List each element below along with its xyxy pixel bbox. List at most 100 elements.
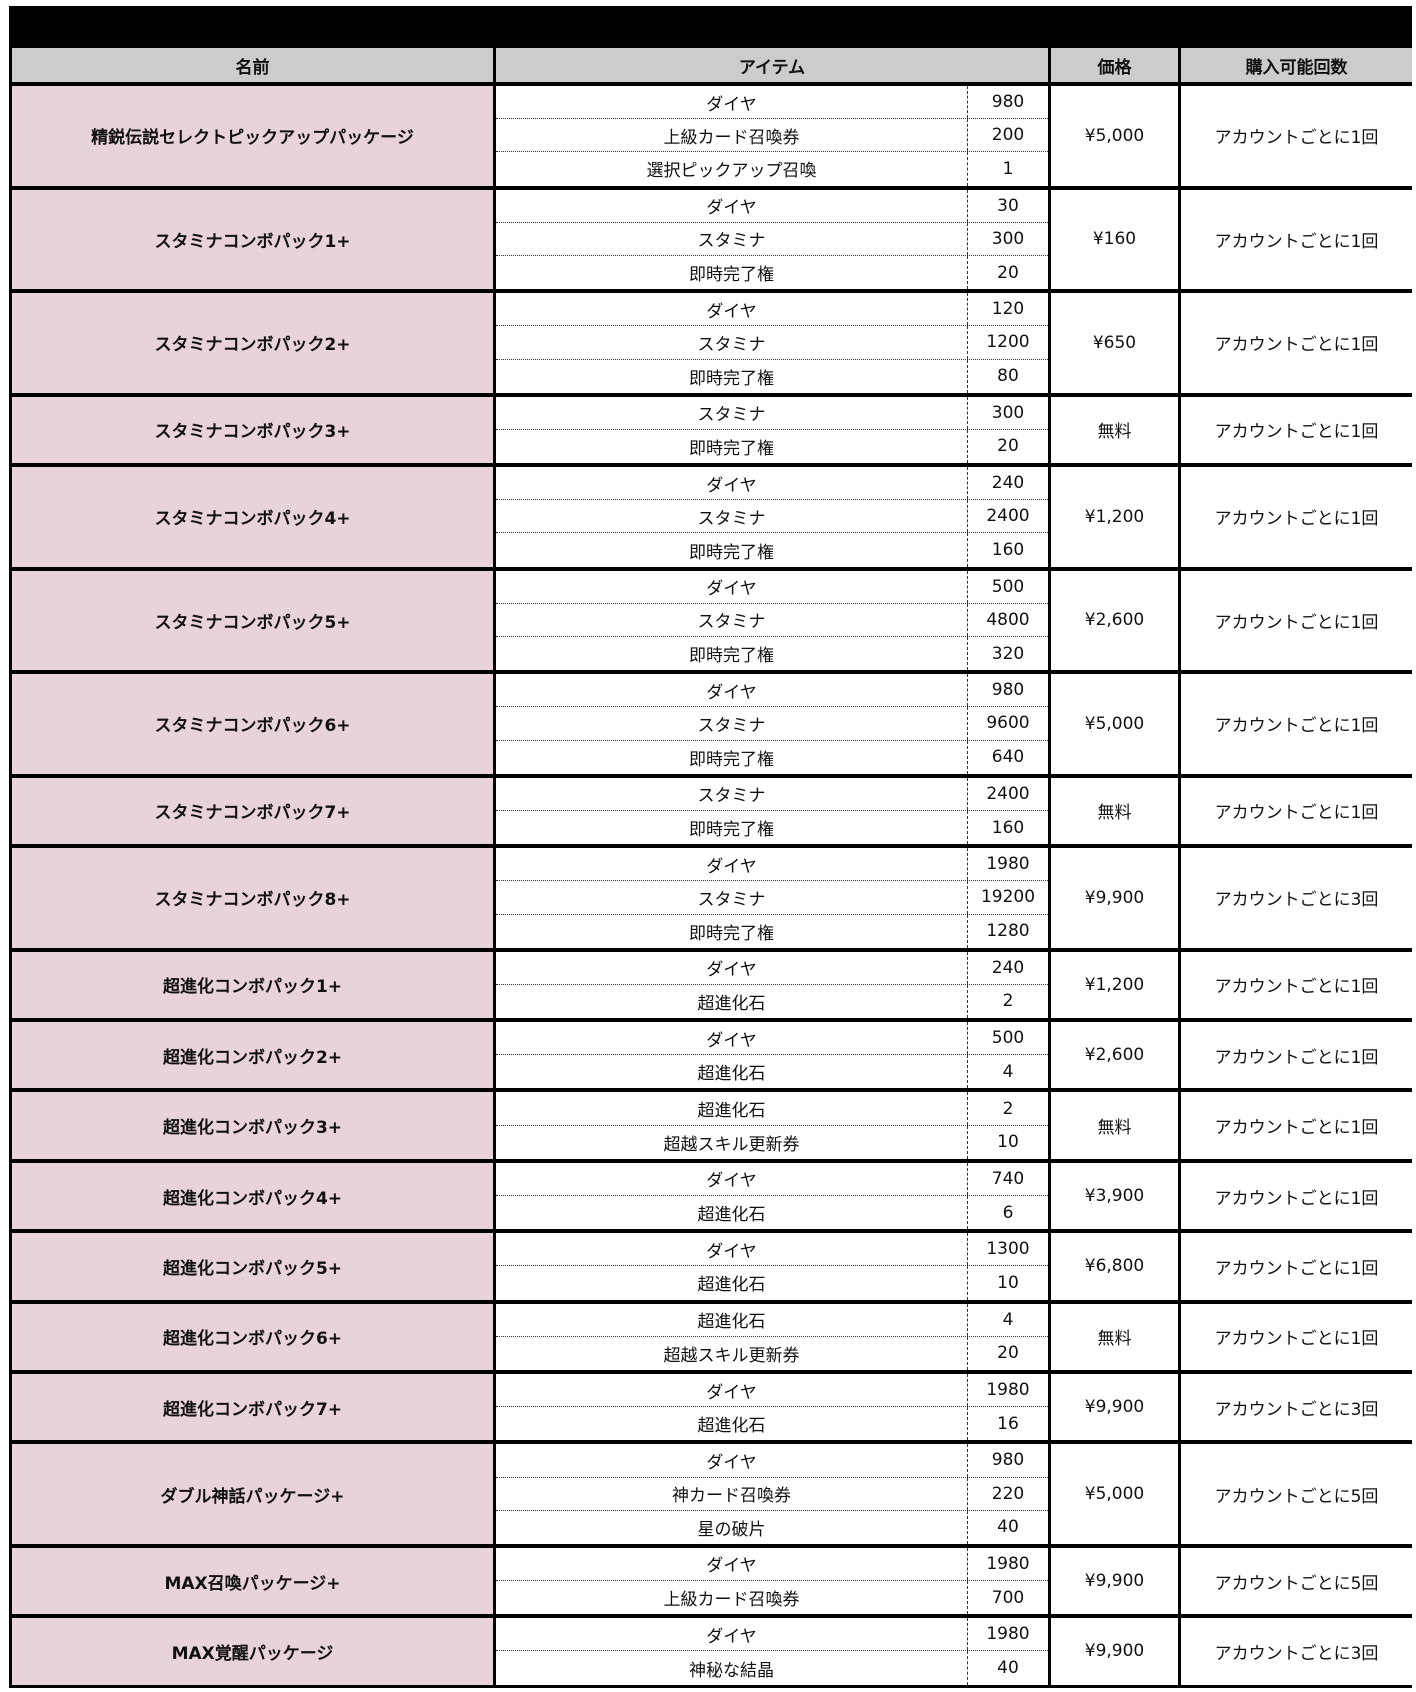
item-quantity: 1300 [967, 1233, 1048, 1266]
item-list: ダイヤ 120 スタミナ 1200 即時完了権 80 [496, 293, 1048, 393]
table-row: MAX覚醒パッケージ ダイヤ 1980 神秘な結晶 40 ¥9,900 アカウントごとに3回 [12, 1618, 1412, 1685]
item-name: 超進化石 [697, 1064, 766, 1085]
package-price: ¥5,000 [1051, 674, 1178, 774]
item-list: ダイヤ 1300 超進化石 10 [496, 1233, 1048, 1300]
item-quantity: 20 [967, 429, 1048, 464]
purchase-limit: アカウントごとに1回 [1181, 293, 1412, 393]
purchase-limit: アカウントごとに5回 [1181, 1444, 1412, 1544]
item-row: 超進化石 4 [496, 1303, 1048, 1337]
table-row: 超進化コンボパック4+ ダイヤ 740 超進化石 6 ¥3,900 アカウントごとに1回 [12, 1162, 1412, 1230]
item-quantity: 20 [967, 1336, 1048, 1370]
package-name: 超進化コンボパック7+ [12, 1373, 493, 1441]
item-quantity: 640 [967, 740, 1048, 774]
item-row: 超進化石 2 [496, 1092, 1048, 1126]
item-quantity: 300 [967, 222, 1048, 255]
item-quantity: 4 [967, 1303, 1048, 1336]
item-row: 超進化石 2 [496, 984, 1048, 1019]
item-name: 超進化石 [697, 1205, 766, 1226]
item-name: ダイヤ [706, 198, 757, 219]
package-name: 超進化コンボパック5+ [12, 1233, 493, 1300]
package-price: ¥1,200 [1051, 467, 1178, 567]
item-name: 神秘な結晶 [689, 1660, 774, 1681]
item-row: 即時完了権 1280 [496, 914, 1048, 948]
package-name: MAX覚醒パッケージ [12, 1618, 493, 1685]
table-row: 超進化コンボパック5+ ダイヤ 1300 超進化石 10 ¥6,800 アカウントごとに1回 [12, 1233, 1412, 1300]
package-name: スタミナコンボパック2+ [12, 293, 493, 393]
item-quantity: 30 [967, 189, 1048, 222]
table-row: 超進化コンボパック2+ ダイヤ 500 超進化石 4 ¥2,600 アカウントごとに1回 [12, 1022, 1412, 1089]
table-row: スタミナコンボパック3+ スタミナ 300 即時完了権 20 無料 アカウントごとに1回 [12, 396, 1412, 464]
package-price: ¥2,600 [1051, 570, 1178, 671]
item-list: ダイヤ 30 スタミナ 300 即時完了権 20 [496, 189, 1048, 290]
item-row: 上級カード召喚券 200 [496, 119, 1048, 153]
item-row: ダイヤ 980 [496, 1444, 1048, 1478]
item-list: 超進化石 4 超越スキル更新券 20 [496, 1303, 1048, 1370]
item-row: ダイヤ 500 [496, 570, 1048, 604]
item-quantity: 1280 [967, 914, 1048, 948]
item-quantity: 1200 [967, 326, 1048, 359]
item-name: 超越スキル更新券 [663, 1134, 800, 1155]
table-row: MAX召喚パッケージ+ ダイヤ 1980 上級カード召喚券 700 ¥9,900 アカウント… [12, 1547, 1412, 1615]
package-name: 超進化コンボパック3+ [12, 1092, 493, 1159]
header-row: 名前 アイテム 価格 購入可能回数 [12, 48, 1412, 82]
item-list: ダイヤ 500 スタミナ 4800 即時完了権 320 [496, 570, 1048, 671]
item-name: スタミナ [697, 405, 766, 426]
item-name: ダイヤ [706, 1382, 757, 1403]
item-name: ダイヤ [706, 1171, 757, 1192]
item-name: ダイヤ [706, 1626, 757, 1647]
item-name: 即時完了権 [689, 749, 774, 770]
purchase-limit: アカウントごとに1回 [1181, 86, 1412, 186]
item-quantity: 120 [967, 293, 1048, 326]
purchase-limit: アカウントごとに1回 [1181, 570, 1412, 671]
item-row: ダイヤ 120 [496, 293, 1048, 327]
item-name: ダイヤ [706, 475, 757, 496]
item-row: ダイヤ 1980 [496, 1373, 1048, 1408]
item-row: 即時完了権 80 [496, 359, 1048, 393]
table-row: スタミナコンボパック1+ ダイヤ 30 スタミナ 300 即時完了権 20 ¥160 アカウント… [12, 189, 1412, 290]
item-row: ダイヤ 980 [496, 86, 1048, 120]
item-row: 上級カード召喚券 700 [496, 1581, 1048, 1615]
item-row: 即時完了権 20 [496, 429, 1048, 464]
item-name: 即時完了権 [689, 542, 774, 563]
package-price: ¥6,800 [1051, 1233, 1178, 1300]
item-name: スタミナ [697, 508, 766, 529]
item-quantity: 10 [967, 1266, 1048, 1300]
item-row: 超越スキル更新券 20 [496, 1336, 1048, 1370]
purchase-limit: アカウントごとに5回 [1181, 1547, 1412, 1615]
table-row: 超進化コンボパック7+ ダイヤ 1980 超進化石 16 ¥9,900 アカウントごとに3回 [12, 1373, 1412, 1441]
item-name: 超進化石 [697, 1416, 766, 1437]
item-row: ダイヤ 240 [496, 467, 1048, 501]
title-bar [12, 6, 1409, 48]
item-name: ダイヤ [706, 1556, 757, 1577]
item-list: ダイヤ 240 超進化石 2 [496, 951, 1048, 1019]
item-quantity: 1980 [967, 848, 1048, 881]
item-list: ダイヤ 980 スタミナ 9600 即時完了権 640 [496, 674, 1048, 774]
item-quantity: 980 [967, 86, 1048, 119]
item-row: スタミナ 2400 [496, 500, 1048, 534]
item-name: 星の破片 [697, 1519, 766, 1540]
item-name: ダイヤ [706, 682, 757, 703]
item-quantity: 16 [967, 1407, 1048, 1441]
item-name: 即時完了権 [689, 820, 774, 841]
item-row: ダイヤ 1980 [496, 1547, 1048, 1582]
item-row: 超進化石 10 [496, 1266, 1048, 1300]
item-quantity: 2 [967, 1092, 1048, 1125]
package-name: 超進化コンボパック4+ [12, 1162, 493, 1230]
item-list: ダイヤ 500 超進化石 4 [496, 1022, 1048, 1089]
item-quantity: 320 [967, 637, 1048, 671]
item-name: 超進化石 [697, 1275, 766, 1296]
item-quantity: 1980 [967, 1373, 1048, 1407]
package-name: 超進化コンボパック6+ [12, 1303, 493, 1370]
purchase-limit: アカウントごとに1回 [1181, 1092, 1412, 1159]
package-price: 無料 [1051, 777, 1178, 845]
item-row: スタミナ 2400 [496, 777, 1048, 811]
item-row: ダイヤ 1300 [496, 1233, 1048, 1267]
item-row: 神カード召喚券 220 [496, 1477, 1048, 1511]
item-name: ダイヤ [706, 1452, 757, 1473]
item-name: 即時完了権 [689, 265, 774, 286]
item-name: 即時完了権 [689, 923, 774, 944]
purchase-limit: アカウントごとに1回 [1181, 1162, 1412, 1230]
item-name: 即時完了権 [689, 368, 774, 389]
item-row: 即時完了権 160 [496, 533, 1048, 567]
item-name: 上級カード召喚券 [663, 127, 800, 148]
